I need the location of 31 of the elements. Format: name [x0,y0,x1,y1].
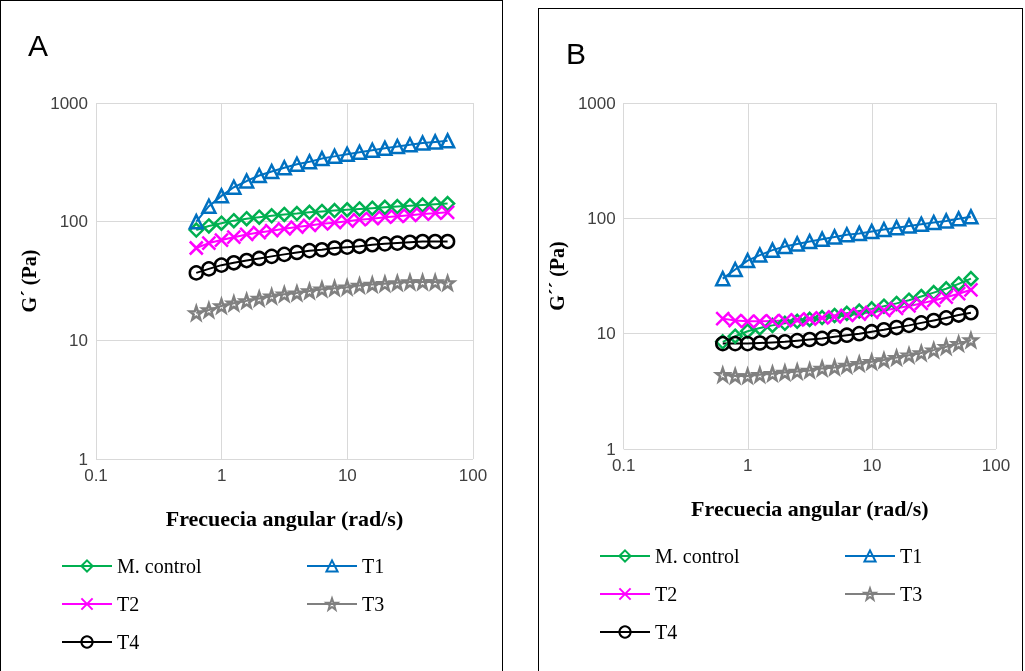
chart-title: B [566,36,587,70]
y-tick-label: 1000 [577,93,616,113]
x-tick-label: 100 [981,456,1011,475]
x-tick-label: 100 [458,466,488,485]
x-axis-title: Frecuecia angular (rad/s) [165,505,404,531]
y-tick-label: 10 [69,330,88,350]
chart-title: A [28,28,49,62]
x-axis-title: Frecuecia angular (rad/s) [691,495,929,521]
x-tick-label: 0.1 [611,456,636,475]
x-tick-label: 1 [216,466,227,485]
x-tick-label: 1 [743,456,753,475]
y-tick-label: 100 [587,208,616,228]
legend-label: T3 [362,593,385,615]
y-tick-label: 1 [606,439,616,459]
legend-label: T4 [117,631,140,653]
x-tick-label: 10 [337,466,357,485]
y-tick-label: 1000 [50,93,88,113]
x-tick-label: 10 [862,456,882,475]
legend-label: T1 [900,545,923,567]
legend-label: T1 [362,555,385,577]
legend-label: T2 [117,593,140,615]
y-axis-title: G´´ (Pa) [546,241,569,311]
legend-label: T4 [655,621,678,643]
y-tick-label: 10 [596,324,616,344]
legend-label: T3 [900,583,923,605]
legend-label: M. control [117,555,202,577]
y-tick-label: 100 [59,212,88,232]
y-axis-title: G´ (Pa) [18,249,42,313]
x-tick-label: 0.1 [84,466,108,485]
legend-label: M. control [655,545,740,567]
legend-label: T2 [655,583,678,605]
